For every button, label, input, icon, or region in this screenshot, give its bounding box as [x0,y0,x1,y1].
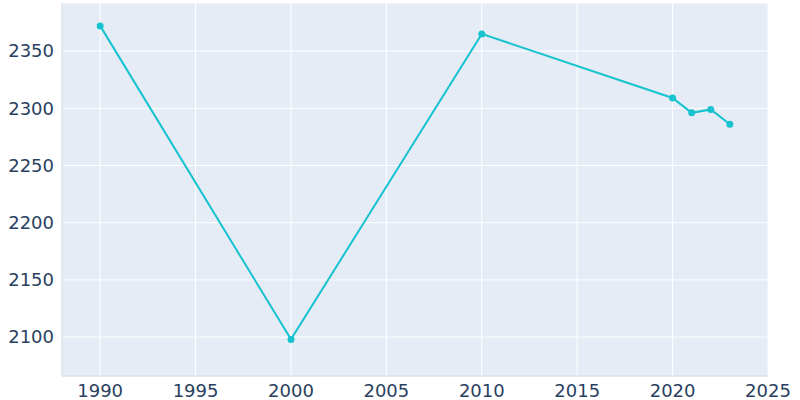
svg-text:1990: 1990 [77,380,123,400]
svg-text:1995: 1995 [173,380,219,400]
svg-text:2100: 2100 [8,326,54,347]
svg-text:2000: 2000 [268,380,314,400]
svg-text:2010: 2010 [459,380,505,400]
svg-text:2025: 2025 [745,380,791,400]
svg-text:2200: 2200 [8,212,54,233]
svg-text:2250: 2250 [8,155,54,176]
svg-text:2350: 2350 [8,40,54,61]
svg-text:2020: 2020 [650,380,696,400]
svg-text:2015: 2015 [554,380,600,400]
svg-text:2300: 2300 [8,98,54,119]
svg-text:2150: 2150 [8,269,54,290]
svg-text:2005: 2005 [363,380,409,400]
